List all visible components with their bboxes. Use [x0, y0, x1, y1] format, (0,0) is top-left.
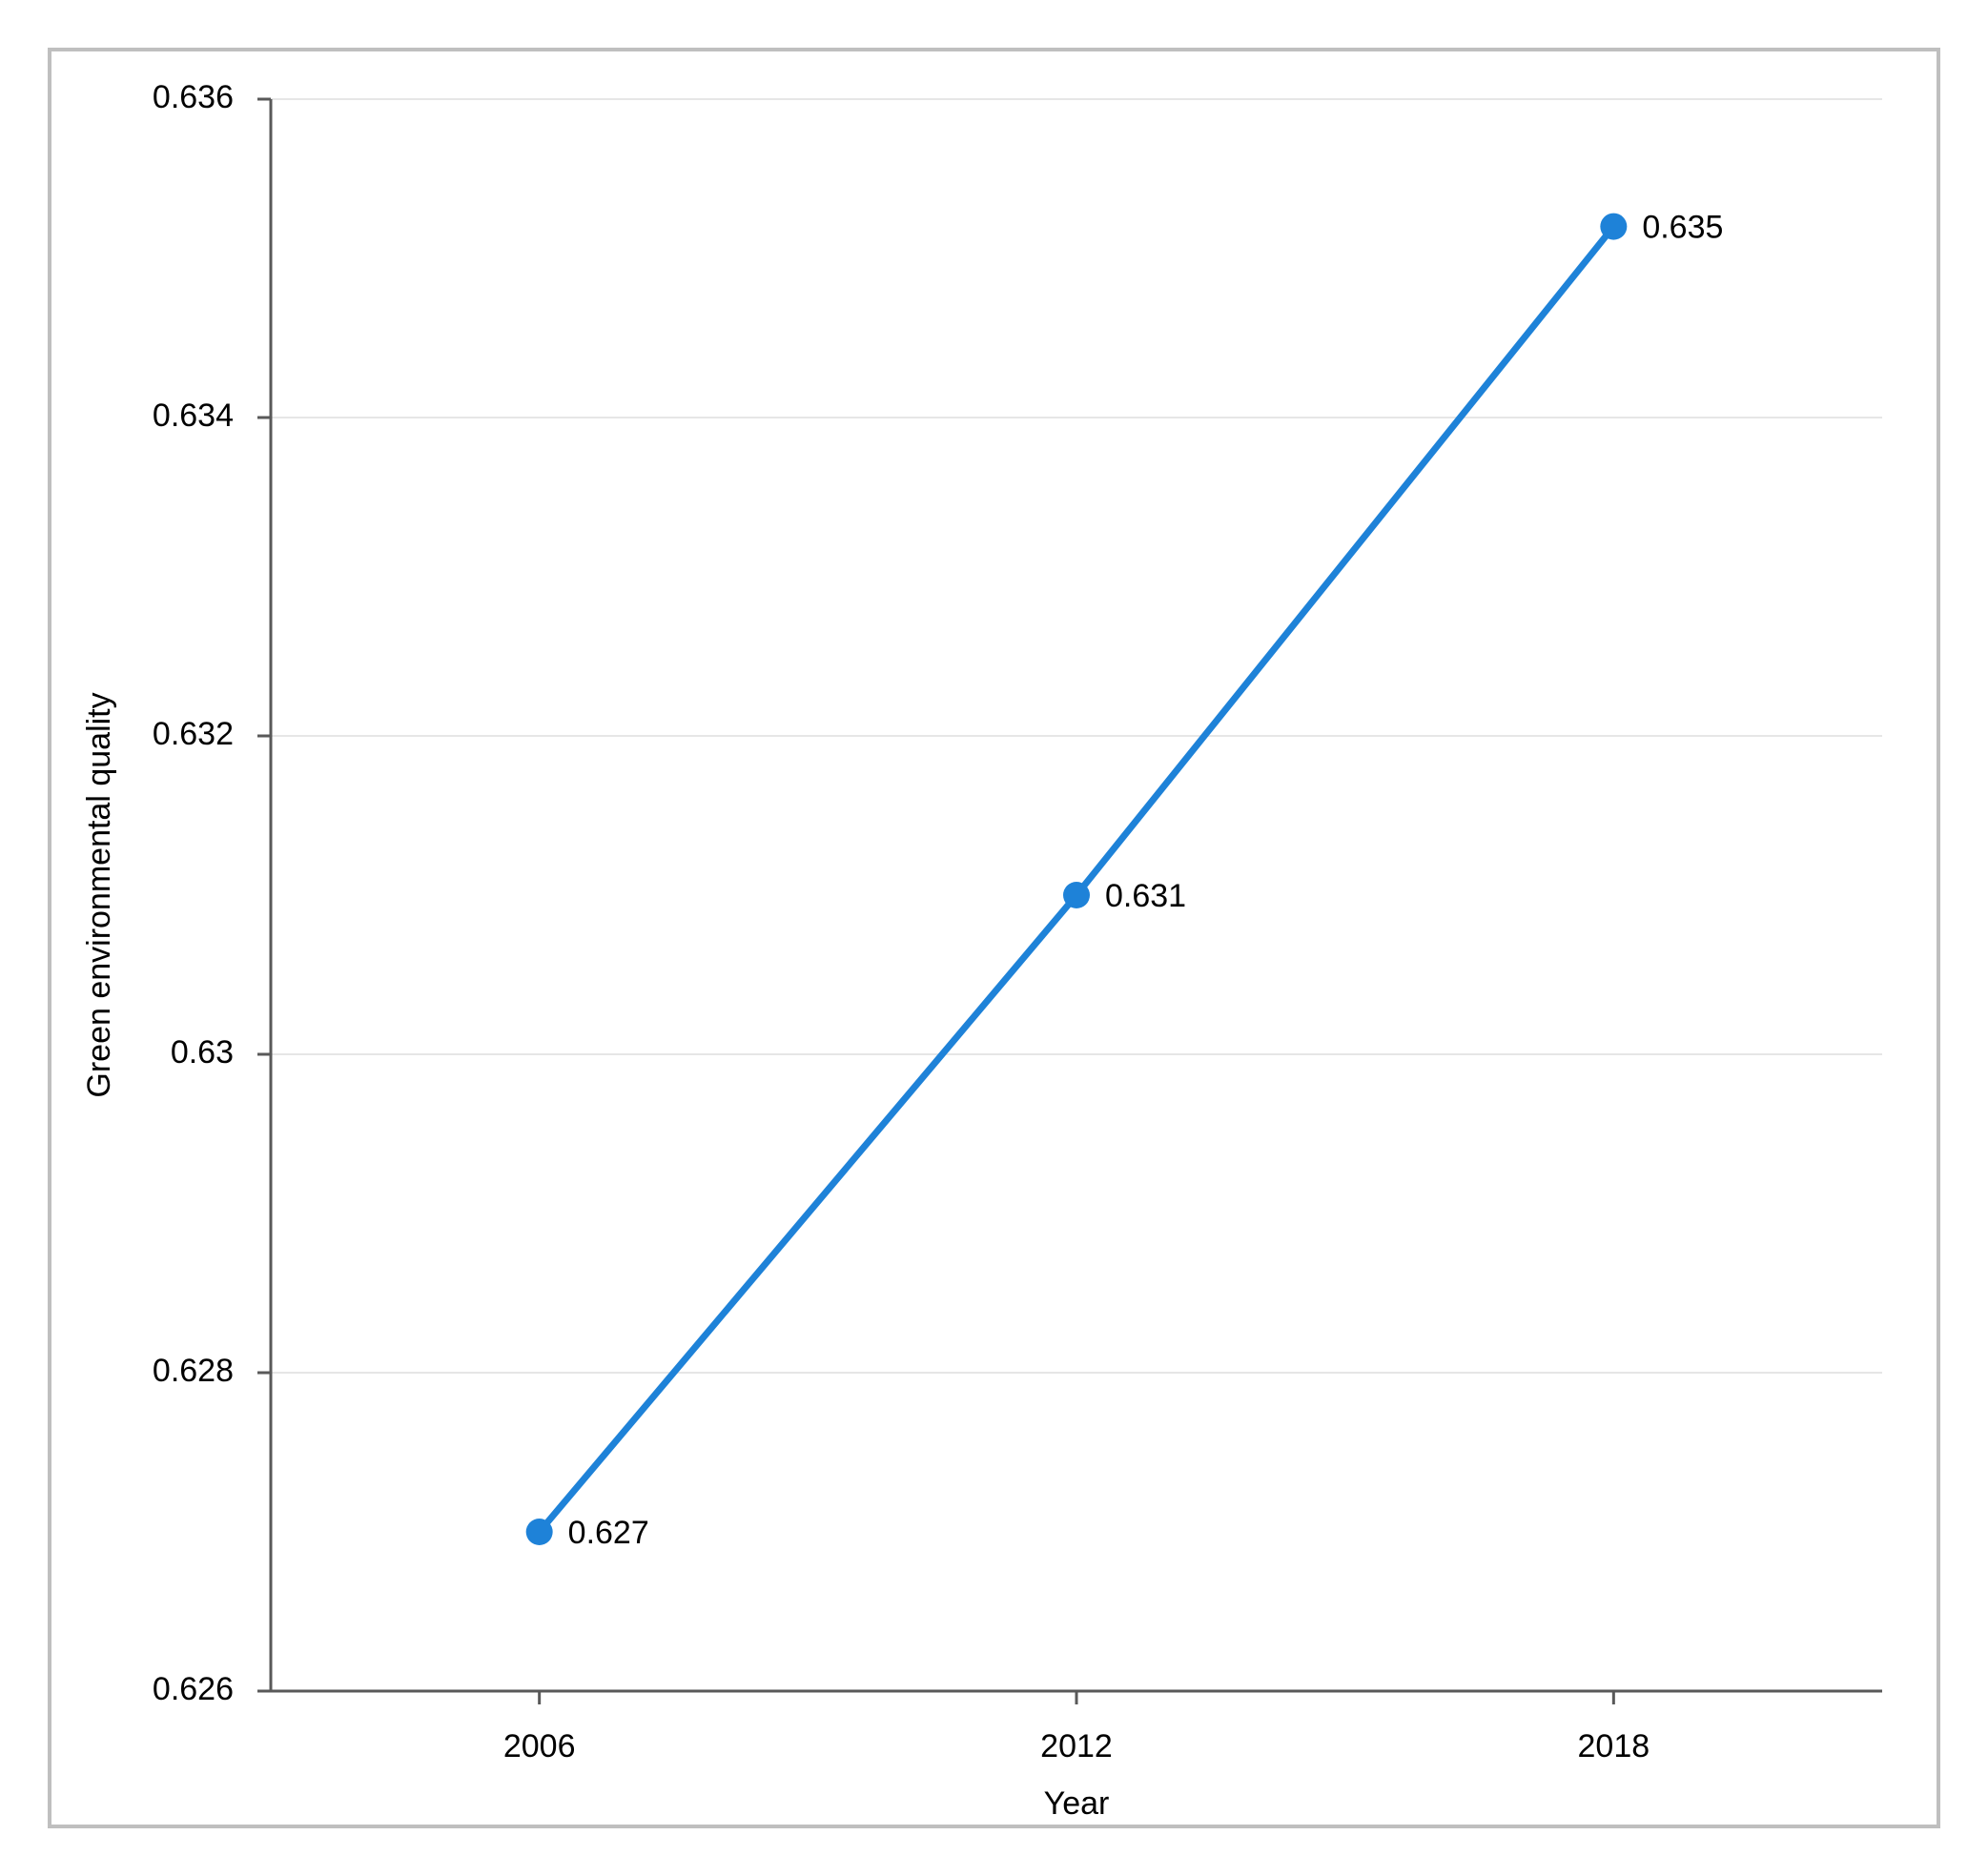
x-tick-label: 2012: [1040, 1728, 1113, 1764]
y-tick-label: 0.632: [153, 716, 234, 752]
data-marker: [1600, 214, 1627, 240]
data-marker: [526, 1519, 553, 1545]
series-line: [540, 227, 1614, 1532]
y-tick-label: 0.634: [153, 398, 234, 434]
x-tick-label: 2018: [1578, 1728, 1650, 1764]
data-label: 0.631: [1105, 878, 1186, 914]
data-marker: [1063, 882, 1090, 908]
y-tick-label: 0.63: [171, 1034, 234, 1071]
line-chart: 0.626 0.628 0.63 0.632 0.634 0.636 2006 2012 201…: [51, 51, 1937, 1825]
data-label: 0.627: [568, 1515, 649, 1551]
data-label: 0.635: [1642, 210, 1723, 246]
y-tick-label: 0.628: [153, 1353, 234, 1389]
x-tick-label: 2006: [503, 1728, 576, 1764]
y-tick-label: 0.626: [153, 1671, 234, 1707]
y-axis-title: Green environmental quality: [81, 692, 117, 1097]
chart-container: 0.626 0.628 0.63 0.632 0.634 0.636 2006 2012 201…: [0, 0, 1988, 1876]
y-tick-label: 0.636: [153, 79, 234, 115]
chart-frame: 0.626 0.628 0.63 0.632 0.634 0.636 2006 2012 201…: [48, 48, 1940, 1828]
x-axis-title: Year: [1044, 1785, 1110, 1822]
